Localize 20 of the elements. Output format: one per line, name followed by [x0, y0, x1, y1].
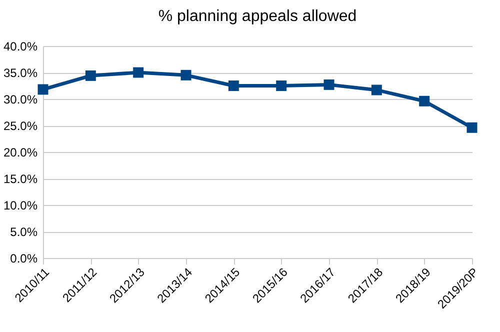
y-tick-label: 15.0%	[3, 172, 38, 186]
point	[85, 70, 96, 81]
y-tick-label: 40.0%	[3, 40, 38, 54]
y-tick-label: 30.0%	[3, 92, 38, 106]
point	[133, 67, 144, 78]
point	[324, 79, 334, 90]
y-tick-label: 10.0%	[3, 198, 38, 212]
y-tick-label: 5.0%	[10, 225, 38, 239]
point	[180, 70, 192, 80]
y-tick-label: 20.0%	[3, 146, 38, 160]
y-tick-label: 0.0%	[10, 252, 38, 266]
chart-title: % planning appeals allowed	[158, 8, 357, 25]
y-tick-label: 35.0%	[3, 66, 38, 80]
point	[276, 80, 287, 91]
y-tick-label: 25.0%	[3, 119, 38, 133]
point	[466, 122, 478, 133]
point	[371, 84, 382, 96]
point	[38, 84, 48, 95]
point	[228, 80, 239, 91]
point	[419, 96, 430, 106]
